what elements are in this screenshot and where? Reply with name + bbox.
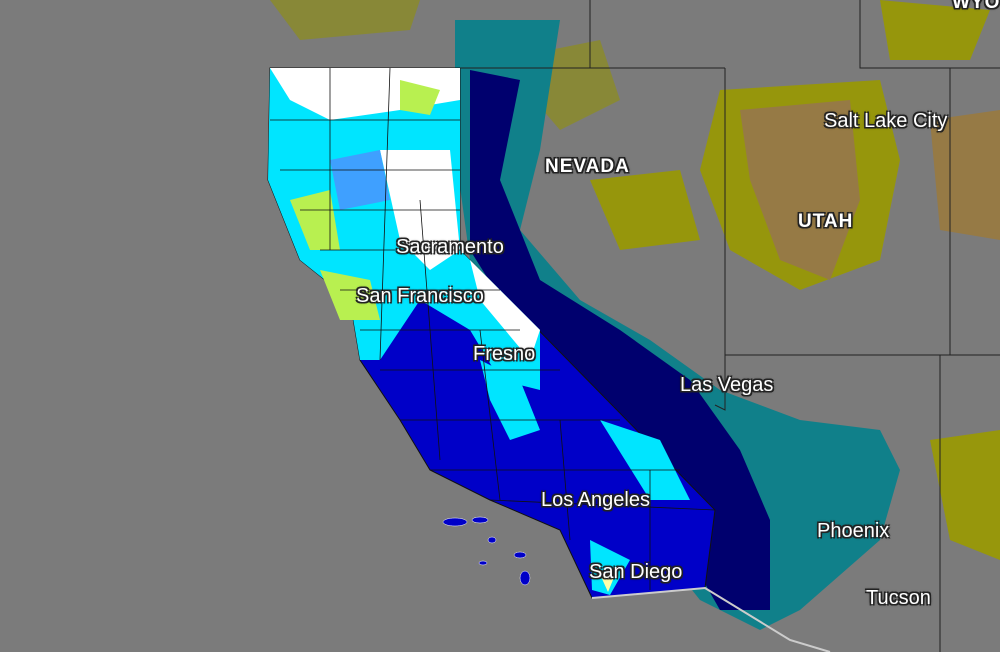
city-label-fresno: Fresno [473, 343, 536, 365]
city-label-los-angeles: Los Angeles [541, 489, 650, 511]
state-label-nevada: NEVADA [545, 156, 630, 177]
ca-north-white [270, 68, 540, 360]
county-boundaries [270, 67, 716, 590]
state-label-wyoming: WYO [952, 0, 1000, 13]
city-label-las-vegas: Las Vegas [680, 374, 774, 396]
ca-skyblue [330, 150, 390, 210]
ca-yellowgreen [290, 80, 440, 320]
ca-sandiego-white [598, 570, 615, 592]
dry-region-patches [270, 0, 1000, 560]
city-label-tucson: Tucson [866, 587, 931, 609]
navy-band [470, 70, 770, 610]
channel-islands [442, 516, 531, 586]
state-label-utah: UTAH [798, 211, 854, 232]
city-label-phoenix: Phoenix [817, 520, 890, 542]
teal-band [455, 20, 900, 630]
city-label-san-diego: San Diego [589, 561, 683, 583]
state-boundaries [460, 0, 1000, 652]
city-label-salt-lake-city: Salt Lake City [824, 110, 948, 132]
city-label-sacramento: Sacramento [396, 236, 504, 258]
ca-sierra-light [480, 360, 690, 595]
city-label-san-francisco: San Francisco [356, 285, 484, 307]
